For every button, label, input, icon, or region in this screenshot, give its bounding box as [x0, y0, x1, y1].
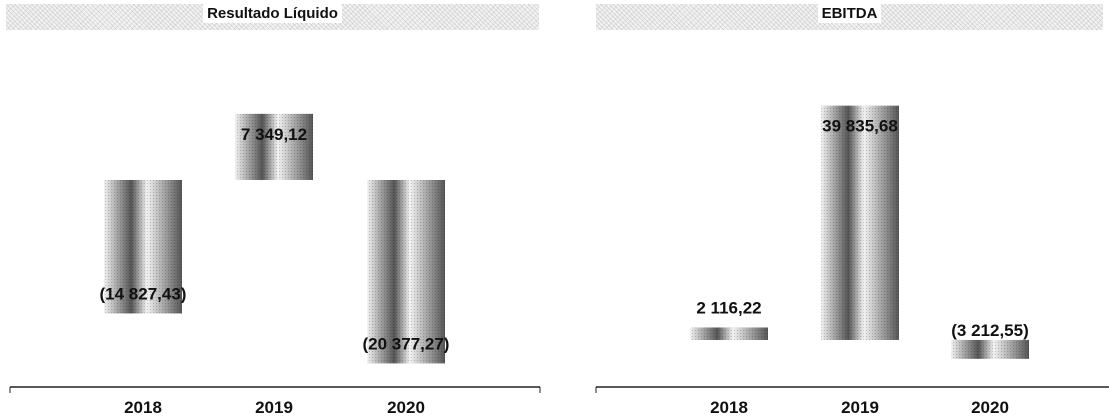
chart-title: EBITDA — [590, 4, 1109, 23]
bar-chart-svg: (14 827,43) 2018 7 349,12 2019 (20 377,27) 20… — [9, 113, 541, 417]
data-label-2018: (14 827,43) — [100, 284, 187, 303]
chart-ebitda: EBITDA 2 116,22 2018 39 835,68 2019 (3 212,5… — [590, 0, 1109, 419]
x-tick-label-2018: 2018 — [124, 398, 162, 417]
data-label-2020: (3 212,55) — [951, 321, 1029, 340]
data-label-2019: 7 349,12 — [241, 125, 307, 144]
bar-chart-svg: 2 116,22 2018 39 835,68 2019 (3 212,55) 2020 — [595, 105, 1109, 417]
x-tick-label-2020: 2020 — [971, 398, 1009, 417]
x-tick-label-2018: 2018 — [710, 398, 748, 417]
data-label-2020: (20 377,27) — [363, 334, 450, 353]
bar-2019 — [235, 113, 313, 180]
x-tick-label-2019: 2019 — [255, 398, 293, 417]
bar-2019 — [821, 105, 899, 340]
bar-2018 — [690, 327, 768, 340]
x-tick-label-2019: 2019 — [841, 398, 879, 417]
bar-2020 — [367, 180, 445, 364]
x-tick-label-2020: 2020 — [387, 398, 425, 417]
bar-2020 — [951, 339, 1029, 359]
data-label-2019: 39 835,68 — [822, 117, 898, 136]
data-label-2018: 2 116,22 — [696, 299, 761, 318]
bar-2018 — [104, 180, 182, 314]
chart-resultado-liquido: Resultado Líquido (14 827,43) 2018 7 349,1… — [0, 0, 545, 419]
chart-title: Resultado Líquido — [0, 4, 545, 23]
